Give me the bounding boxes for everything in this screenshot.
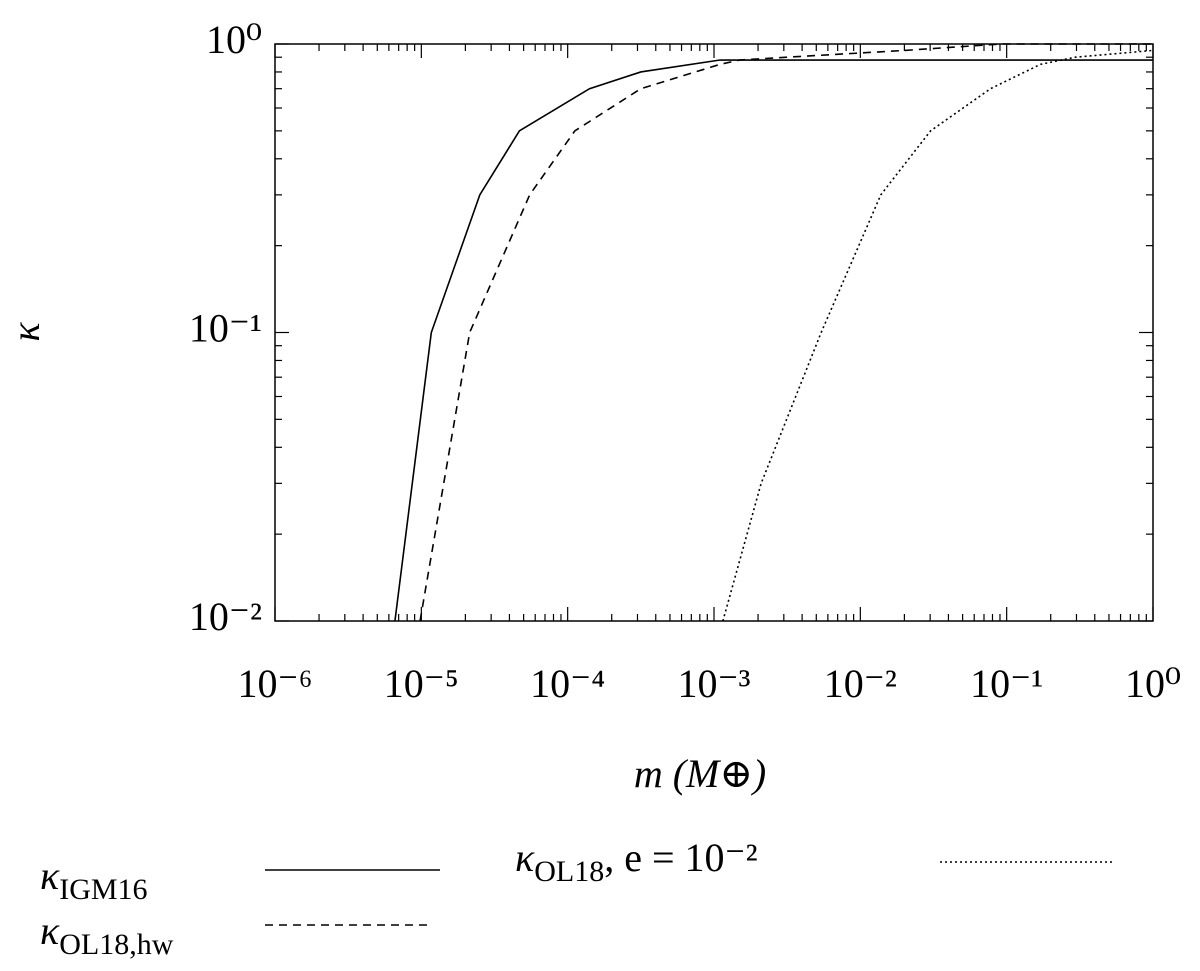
- series-line: [419, 43, 1153, 622]
- legend-label: κIGM16: [40, 853, 148, 906]
- x-tick-label: 10⁻²: [824, 661, 897, 706]
- legend-symbol: κ: [40, 853, 60, 898]
- y-tick-label: 10⁻¹: [189, 306, 262, 351]
- legend-subscript: IGM16: [59, 873, 147, 906]
- x-tick-label: 10⁻¹: [970, 661, 1043, 706]
- x-tick-label: 10⁻⁶: [237, 661, 312, 706]
- x-tick-label: 10⁻³: [677, 661, 750, 706]
- legend-subscript: OL18: [534, 855, 604, 888]
- legend-symbol: κ: [515, 835, 535, 880]
- series-line: [394, 59, 1153, 622]
- legend-subscript: OL18,hw: [59, 928, 173, 961]
- x-tick-label: 10⁰: [1125, 661, 1181, 706]
- legend-label: κOL18,hw: [40, 908, 174, 961]
- legend-label: κOL18, e = 10⁻²: [515, 835, 758, 888]
- legend-symbol: κ: [40, 908, 60, 953]
- y-axis-label: κ: [3, 322, 48, 342]
- x-tick-label: 10⁻⁵: [384, 661, 459, 706]
- y-tick-label: 10⁻²: [189, 594, 262, 639]
- plot-frame: [274, 43, 1154, 622]
- x-tick-label: 10⁻⁴: [530, 661, 605, 706]
- legend-rest: , e = 10⁻²: [604, 835, 757, 880]
- x-axis-label: m (M⊕): [634, 751, 766, 796]
- y-tick-label: 10⁰: [206, 17, 262, 62]
- series-line: [722, 49, 1154, 622]
